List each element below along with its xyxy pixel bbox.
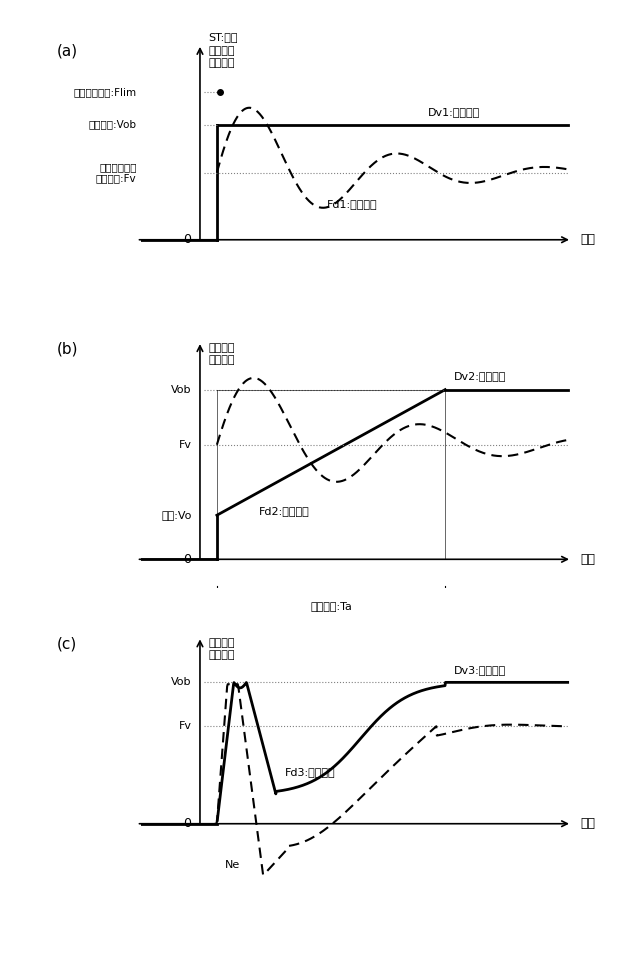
Text: 0: 0	[184, 553, 191, 566]
Text: Fv: Fv	[179, 440, 191, 449]
Text: 目標速度:Vob: 目標速度:Vob	[88, 120, 136, 130]
Text: 追従遅れ限界:Flim: 追従遅れ限界:Flim	[74, 87, 136, 97]
Text: (b): (b)	[56, 341, 78, 357]
Text: 0: 0	[184, 817, 191, 830]
Text: ST:脱調: ST:脱調	[209, 33, 238, 42]
Text: (a): (a)	[56, 44, 77, 59]
Text: 加速期間:Ta: 加速期間:Ta	[310, 601, 352, 611]
Text: Dv2:駆動速度: Dv2:駆動速度	[454, 371, 506, 380]
Text: Fv: Fv	[179, 722, 191, 731]
Text: 駆動速度
追従遅れ: 駆動速度 追従遅れ	[209, 343, 235, 365]
Text: Dv3:駆動速度: Dv3:駆動速度	[454, 665, 506, 675]
Text: Vob: Vob	[171, 678, 191, 687]
Text: 駆動速度
追従遅れ: 駆動速度 追従遅れ	[209, 639, 235, 660]
Text: Vob: Vob	[171, 384, 191, 395]
Text: 初速:Vo: 初速:Vo	[161, 511, 191, 520]
Text: Fd2:追従遅れ: Fd2:追従遅れ	[259, 507, 310, 516]
Text: 駆動速度
追従遅れ: 駆動速度 追従遅れ	[209, 46, 235, 68]
Text: (c): (c)	[56, 637, 77, 651]
Text: Fd3:追従遅れ: Fd3:追従遅れ	[285, 767, 335, 777]
Text: Ne: Ne	[225, 860, 241, 870]
Text: 0: 0	[184, 233, 191, 247]
Text: 時間: 時間	[580, 553, 595, 566]
Text: 目標速度での
追従遅れ:Fv: 目標速度での 追従遅れ:Fv	[96, 162, 136, 184]
Text: 時間: 時間	[580, 233, 595, 247]
Text: 時間: 時間	[580, 817, 595, 830]
Text: Fd1:追従遅れ: Fd1:追従遅れ	[327, 200, 378, 209]
Text: Dv1:駆動速度: Dv1:駆動速度	[428, 107, 481, 117]
